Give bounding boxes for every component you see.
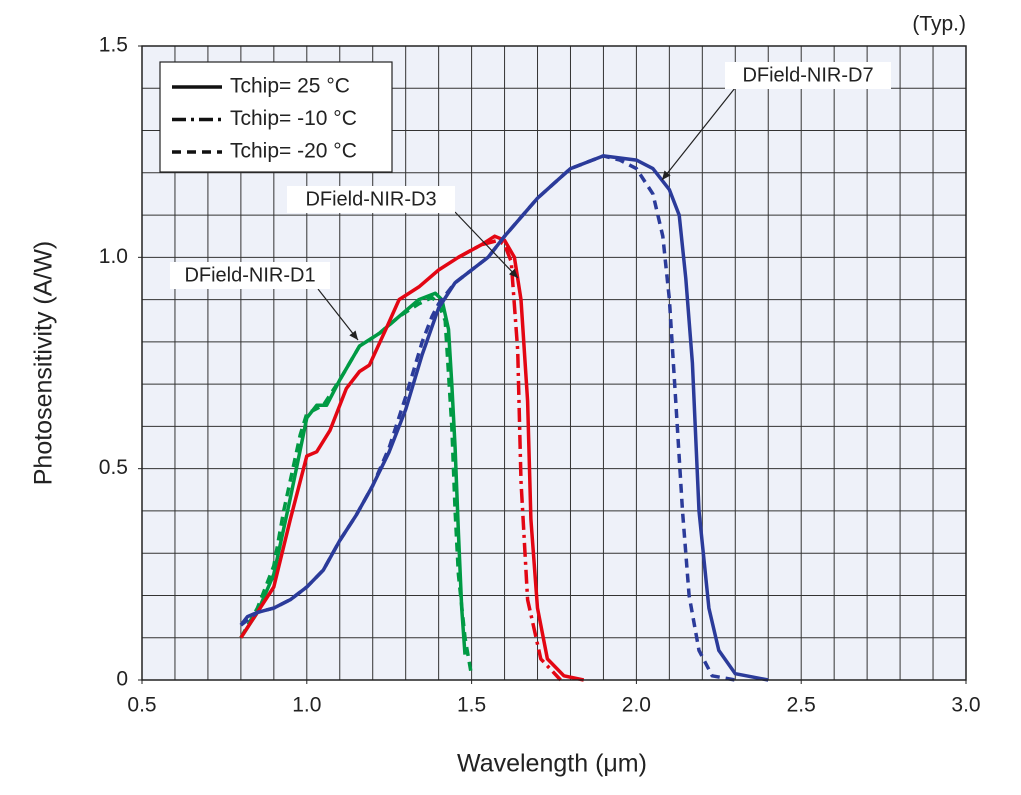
series-line <box>239 154 736 682</box>
y-axis-label: Photosensitivity (A/W) <box>30 241 58 486</box>
annotation-box <box>170 262 330 289</box>
annotation-label: DField-NIR-D3 <box>305 188 436 210</box>
y-tick-label: 1.0 <box>99 245 128 268</box>
annotation-label: DField-NIR-D1 <box>184 264 315 286</box>
annotation-arrow <box>317 288 359 341</box>
lines <box>239 154 769 682</box>
legend: Tchip= 25 °C Tchip= -10 °C Tchip= -20 °C <box>172 75 357 163</box>
x-tick-label: 3.0 <box>951 694 980 717</box>
y-tick-label: 0.5 <box>99 456 128 479</box>
legend-box <box>159 61 393 173</box>
series-line <box>239 234 585 682</box>
annotation-label: DField-NIR-D7 <box>742 64 873 86</box>
x-tick-label: 2.5 <box>787 694 816 717</box>
x-tick-label: 1.5 <box>457 694 486 717</box>
series-line <box>457 238 562 682</box>
x-tick-label: 0.5 <box>127 694 156 717</box>
annotations: DField-NIR-D1 DField-NIR-D3 DField-NIR-D7 <box>170 62 891 289</box>
legend-label: Tchip= 25 °C <box>230 75 350 98</box>
annotation-box <box>287 186 455 213</box>
y-tick-label: 1.5 <box>99 34 128 57</box>
annotation-arrow <box>454 211 519 279</box>
annotation-arrow <box>661 87 736 181</box>
plot-frame <box>141 45 967 681</box>
x-tick-label: 1.0 <box>292 694 321 717</box>
x-axis-label: Wavelength (μm) <box>457 750 647 778</box>
x-tick-label: 2.0 <box>622 694 651 717</box>
legend-label: Tchip= -20 °C <box>230 140 357 163</box>
legend-label: Tchip= -10 °C <box>230 107 357 130</box>
annotation-box <box>725 62 891 89</box>
note: (Typ.) <box>912 13 966 36</box>
y-tick-label: 0 <box>116 668 128 691</box>
